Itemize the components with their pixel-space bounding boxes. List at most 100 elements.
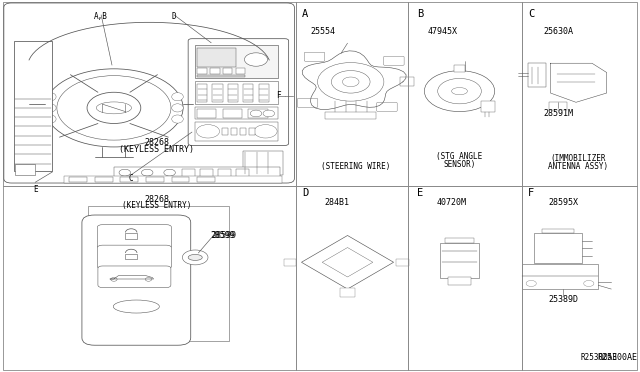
Bar bbox=[95, 177, 113, 182]
Circle shape bbox=[526, 280, 536, 286]
Text: 25630A: 25630A bbox=[543, 27, 573, 36]
Bar bbox=[14, 41, 52, 171]
Ellipse shape bbox=[96, 102, 132, 114]
Bar bbox=[400, 77, 414, 86]
Bar bbox=[200, 169, 213, 177]
Bar bbox=[248, 109, 268, 118]
Bar bbox=[197, 84, 207, 102]
Bar bbox=[15, 164, 35, 175]
Bar bbox=[88, 206, 229, 341]
Text: 28591M: 28591M bbox=[543, 109, 573, 118]
Bar bbox=[125, 254, 137, 259]
FancyBboxPatch shape bbox=[304, 52, 324, 61]
Bar bbox=[454, 65, 465, 72]
Text: (IMMOBILIZER: (IMMOBILIZER bbox=[550, 154, 605, 163]
Circle shape bbox=[182, 250, 208, 265]
Circle shape bbox=[196, 125, 220, 138]
Bar bbox=[549, 102, 567, 110]
Circle shape bbox=[119, 169, 131, 176]
Bar bbox=[325, 112, 376, 119]
Polygon shape bbox=[301, 235, 394, 289]
Bar bbox=[195, 45, 278, 78]
Bar bbox=[146, 177, 164, 182]
Bar bbox=[197, 75, 245, 77]
Bar bbox=[249, 128, 255, 135]
Bar bbox=[197, 48, 236, 67]
Bar bbox=[284, 259, 296, 266]
Bar bbox=[212, 84, 223, 102]
Circle shape bbox=[424, 71, 495, 112]
Bar bbox=[448, 277, 471, 285]
Text: 284B1: 284B1 bbox=[324, 198, 350, 207]
FancyBboxPatch shape bbox=[82, 215, 191, 345]
Circle shape bbox=[164, 169, 175, 176]
Text: C: C bbox=[528, 9, 534, 19]
Text: SENSOR): SENSOR) bbox=[444, 160, 476, 169]
Bar bbox=[195, 81, 278, 104]
Bar bbox=[231, 128, 237, 135]
Ellipse shape bbox=[45, 115, 56, 123]
Bar bbox=[440, 243, 479, 278]
Bar bbox=[172, 177, 189, 182]
Text: (STG ANGLE: (STG ANGLE bbox=[436, 152, 483, 161]
Ellipse shape bbox=[172, 93, 183, 101]
Text: R25300AE: R25300AE bbox=[580, 353, 618, 362]
Bar bbox=[210, 68, 220, 74]
Text: A: A bbox=[302, 9, 308, 19]
Bar bbox=[522, 264, 598, 289]
Circle shape bbox=[332, 71, 370, 93]
Bar bbox=[243, 84, 253, 102]
Ellipse shape bbox=[172, 115, 183, 123]
Bar bbox=[223, 109, 242, 118]
Bar bbox=[228, 84, 238, 102]
Text: D: D bbox=[172, 12, 177, 21]
FancyBboxPatch shape bbox=[98, 266, 171, 288]
Ellipse shape bbox=[45, 93, 56, 101]
Text: C: C bbox=[129, 174, 134, 183]
FancyBboxPatch shape bbox=[4, 3, 294, 183]
FancyBboxPatch shape bbox=[97, 245, 172, 269]
Ellipse shape bbox=[57, 76, 171, 140]
FancyBboxPatch shape bbox=[377, 102, 397, 111]
Bar bbox=[396, 259, 409, 266]
Text: R25300AE: R25300AE bbox=[598, 353, 637, 362]
Bar bbox=[542, 229, 574, 233]
Circle shape bbox=[584, 280, 594, 286]
Bar bbox=[197, 68, 207, 74]
Polygon shape bbox=[322, 247, 373, 277]
Text: 28599: 28599 bbox=[211, 231, 237, 240]
Ellipse shape bbox=[45, 104, 56, 112]
Circle shape bbox=[263, 110, 275, 117]
Bar bbox=[528, 63, 546, 87]
Ellipse shape bbox=[452, 87, 467, 95]
Bar bbox=[236, 68, 245, 74]
Bar bbox=[120, 177, 138, 182]
Bar bbox=[182, 169, 195, 177]
Circle shape bbox=[438, 78, 481, 104]
Circle shape bbox=[111, 278, 117, 281]
Circle shape bbox=[141, 169, 153, 176]
Text: D: D bbox=[302, 188, 308, 198]
Text: (KEYLESS ENTRY): (KEYLESS ENTRY) bbox=[119, 145, 195, 154]
Text: A,B: A,B bbox=[94, 12, 108, 21]
Text: F: F bbox=[276, 92, 281, 100]
Circle shape bbox=[254, 125, 277, 138]
Ellipse shape bbox=[113, 300, 159, 313]
Bar bbox=[259, 84, 269, 102]
Bar bbox=[197, 109, 216, 118]
Circle shape bbox=[244, 53, 268, 66]
Bar bbox=[64, 176, 282, 183]
Text: ANTENNA ASSY): ANTENNA ASSY) bbox=[548, 162, 608, 171]
Text: (KEYLESS ENTRY): (KEYLESS ENTRY) bbox=[122, 201, 191, 210]
Bar bbox=[218, 169, 231, 177]
Ellipse shape bbox=[45, 69, 183, 147]
Circle shape bbox=[342, 77, 359, 87]
Bar bbox=[534, 233, 582, 263]
Text: 47945X: 47945X bbox=[428, 27, 458, 36]
Bar bbox=[223, 68, 232, 74]
FancyBboxPatch shape bbox=[188, 39, 289, 145]
Text: 28268: 28268 bbox=[144, 195, 170, 203]
Circle shape bbox=[87, 92, 141, 124]
Polygon shape bbox=[302, 51, 406, 109]
Bar bbox=[114, 167, 280, 179]
